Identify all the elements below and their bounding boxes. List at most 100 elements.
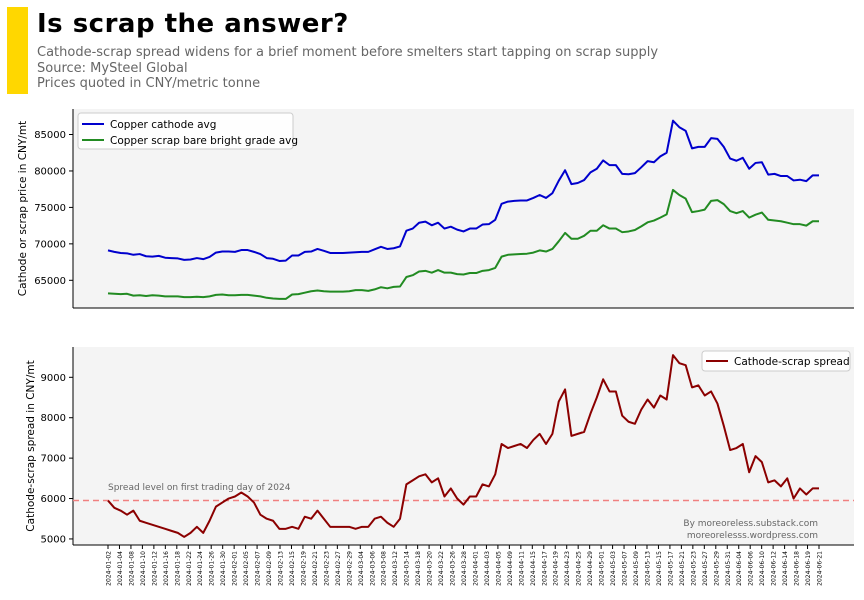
x-tick-label: 2024-05-15 xyxy=(656,551,663,586)
x-tick-label: 2024-04-03 xyxy=(484,551,491,586)
x-tick-label: 2024-06-18 xyxy=(794,551,801,586)
x-tick-label: 2024-05-01 xyxy=(599,551,606,586)
price-y-tick-label: 80000 xyxy=(34,166,66,177)
credit-wordpress: moreorelesss.wordpress.com xyxy=(687,531,818,541)
x-tick-label: 2024-01-08 xyxy=(128,551,135,586)
spread-y-tick-label: 9000 xyxy=(41,373,66,384)
x-tick-label: 2024-04-25 xyxy=(576,551,583,586)
x-tick-label: 2024-05-03 xyxy=(610,551,617,586)
x-tick-label: 2024-06-06 xyxy=(748,551,755,586)
x-tick-label: 2024-02-05 xyxy=(243,551,250,586)
spread-legend-box xyxy=(701,350,851,372)
price-y-tick-label: 65000 xyxy=(34,276,66,287)
x-tick-label: 2024-06-12 xyxy=(771,551,778,586)
x-tick-label: 2024-01-02 xyxy=(106,551,113,586)
x-tick-label: 2024-04-01 xyxy=(472,551,479,586)
x-tick-label: 2024-05-27 xyxy=(702,551,709,586)
x-tick-label: 2024-04-09 xyxy=(507,551,514,586)
spread-y-tick-label: 6000 xyxy=(41,494,66,505)
x-tick-label: 2024-04-19 xyxy=(553,551,560,586)
x-tick-label: 2024-01-30 xyxy=(220,551,227,586)
x-tick-label: 2024-05-17 xyxy=(667,551,674,586)
x-tick-label: 2024-06-04 xyxy=(736,551,743,586)
page-title: Is scrap the answer? xyxy=(37,9,349,39)
x-tick-label: 2024-02-09 xyxy=(266,551,273,586)
x-tick-label: 2024-04-05 xyxy=(495,551,502,586)
x-tick-label: 2024-02-15 xyxy=(289,551,296,586)
x-tick-label: 2024-03-06 xyxy=(369,551,376,586)
x-tick-label: 2024-02-29 xyxy=(346,551,353,586)
x-tick-label: 2024-02-27 xyxy=(335,551,342,586)
x-tick-label: 2024-01-24 xyxy=(197,551,204,586)
price-y-tick-label: 70000 xyxy=(34,239,66,250)
x-tick-label: 2024-03-26 xyxy=(450,551,457,586)
x-tick-label: 2024-03-18 xyxy=(415,551,422,586)
x-tick-label: 2024-04-29 xyxy=(587,551,594,586)
x-tick-label: 2024-05-23 xyxy=(690,551,697,586)
legend-label-scrap: Copper scrap bare bright grade avg xyxy=(110,135,298,147)
legend-label-spread: Cathode-scrap spread xyxy=(734,356,850,368)
x-tick-label: 2024-02-19 xyxy=(300,551,307,586)
spread-series xyxy=(107,354,819,538)
x-tick-label: 2024-03-14 xyxy=(404,551,411,586)
title-accent-bar xyxy=(7,7,28,94)
x-tick-label: 2024-05-29 xyxy=(713,551,720,586)
price-chart: 65000 70000 75000 80000 85000 Cathode or scr… xyxy=(17,109,854,309)
spread-x-ticks: 2024-01-02 2024-01-04 2024-01-08 2024-01-10… xyxy=(106,545,824,586)
price-series xyxy=(107,119,819,300)
x-tick-label: 2024-01-04 xyxy=(117,551,124,586)
x-tick-label: 2024-06-10 xyxy=(759,551,766,586)
x-tick-label: 2024-04-23 xyxy=(564,551,571,586)
series-line-copper-scrap-bare-bright-grade-avg xyxy=(107,188,819,300)
spread-legend: Cathode-scrap spread xyxy=(701,350,851,372)
spread-y-tick-label: 7000 xyxy=(41,454,66,465)
x-tick-label: 2024-05-21 xyxy=(679,551,686,586)
x-tick-label: 2024-03-20 xyxy=(427,551,434,586)
x-tick-label: 2024-03-22 xyxy=(438,551,445,586)
x-tick-label: 2024-05-09 xyxy=(633,551,640,586)
x-tick-label: 2024-04-11 xyxy=(518,551,525,586)
x-tick-label: 2024-01-10 xyxy=(140,551,147,586)
series-line-cathode-scrap-spread xyxy=(107,354,819,538)
x-tick-label: 2024-01-22 xyxy=(186,551,193,586)
legend-label-cathode: Copper cathode avg xyxy=(110,119,216,131)
series-line-copper-cathode-avg xyxy=(107,119,819,262)
x-tick-label: 2024-02-21 xyxy=(312,551,319,586)
x-tick-label: 2024-06-19 xyxy=(805,551,812,586)
x-tick-label: 2024-02-01 xyxy=(232,551,239,586)
x-tick-label: 2024-03-08 xyxy=(381,551,388,586)
x-tick-label: 2024-04-15 xyxy=(530,551,537,586)
price-y-ticks: 65000 70000 75000 80000 85000 xyxy=(34,130,73,287)
x-tick-label: 2024-03-04 xyxy=(358,551,365,586)
x-tick-label: 2024-04-17 xyxy=(541,551,548,586)
x-tick-label: 2024-02-23 xyxy=(323,551,330,586)
x-tick-label: 2024-02-13 xyxy=(278,551,285,586)
spread-plot-background xyxy=(73,347,854,545)
x-tick-label: 2024-06-21 xyxy=(817,551,824,586)
x-tick-label: 2024-02-07 xyxy=(255,551,262,586)
x-tick-label: 2024-05-13 xyxy=(644,551,651,586)
spread-y-tick-label: 5000 xyxy=(41,534,66,545)
x-tick-label: 2024-01-26 xyxy=(209,551,216,586)
x-tick-label: 2024-01-18 xyxy=(174,551,181,586)
x-tick-label: 2024-03-28 xyxy=(461,551,468,586)
x-tick-label: 2024-06-14 xyxy=(782,551,789,586)
x-tick-label: 2024-01-16 xyxy=(163,551,170,586)
x-tick-label: 2024-05-07 xyxy=(622,551,629,586)
spread-y-axis-label: Cathode-scrap spread in CNY/mt xyxy=(25,360,37,531)
spread-reference-label: Spread level on first trading day of 202… xyxy=(108,483,291,493)
page-subtitle: Cathode-scrap spread widens for a brief … xyxy=(37,45,659,60)
spread-y-ticks: 5000 6000 7000 8000 9000 xyxy=(41,373,73,545)
price-legend: Copper cathode avg Copper scrap bare bri… xyxy=(77,112,298,150)
source-line: Source: MySteel Global xyxy=(37,61,188,76)
units-line: Prices quoted in CNY/metric tonne xyxy=(37,76,261,91)
x-tick-label: 2024-05-31 xyxy=(725,551,732,586)
credit-substack: By moreoreless.substack.com xyxy=(683,519,818,529)
x-tick-label: 2024-03-12 xyxy=(392,551,399,586)
spread-y-tick-label: 8000 xyxy=(41,413,66,424)
price-y-axis-label: Cathode or scrap price in CNY/mt xyxy=(17,121,29,296)
price-y-tick-label: 75000 xyxy=(34,203,66,214)
spread-chart: 5000 6000 7000 8000 9000 Cathode-scrap sprea… xyxy=(25,347,854,586)
x-tick-label: 2024-01-12 xyxy=(151,551,158,586)
